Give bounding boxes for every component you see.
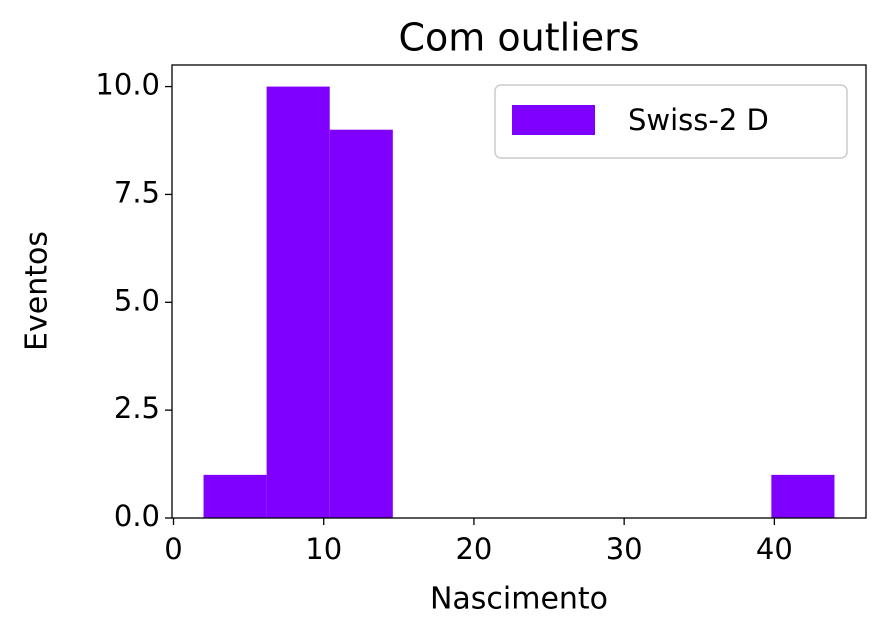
x-tick-label: 20 bbox=[455, 532, 492, 566]
bar bbox=[771, 474, 835, 518]
plot-frame bbox=[171, 64, 867, 519]
y-tick-label: 2.5 bbox=[114, 391, 160, 425]
x-tick-label: 40 bbox=[756, 532, 793, 566]
y-axis-label: Eventos bbox=[20, 231, 55, 351]
legend-label: Swiss-2 D bbox=[628, 103, 769, 137]
y-tick-label: 5.0 bbox=[114, 283, 160, 317]
x-tick-label: 0 bbox=[164, 532, 182, 566]
bar bbox=[329, 129, 393, 518]
chart-title: Com outliers bbox=[398, 16, 639, 60]
bar bbox=[203, 474, 267, 518]
x-axis-label: Nascimento bbox=[430, 582, 608, 617]
bar bbox=[266, 86, 330, 519]
y-tick-label: 10.0 bbox=[95, 68, 160, 102]
legend-frame bbox=[494, 84, 848, 159]
y-tick-label: 0.0 bbox=[114, 499, 160, 533]
x-tick-label: 10 bbox=[305, 532, 342, 566]
legend-swatch bbox=[512, 105, 595, 135]
x-tick-label: 30 bbox=[606, 532, 643, 566]
y-tick-label: 7.5 bbox=[114, 175, 160, 209]
